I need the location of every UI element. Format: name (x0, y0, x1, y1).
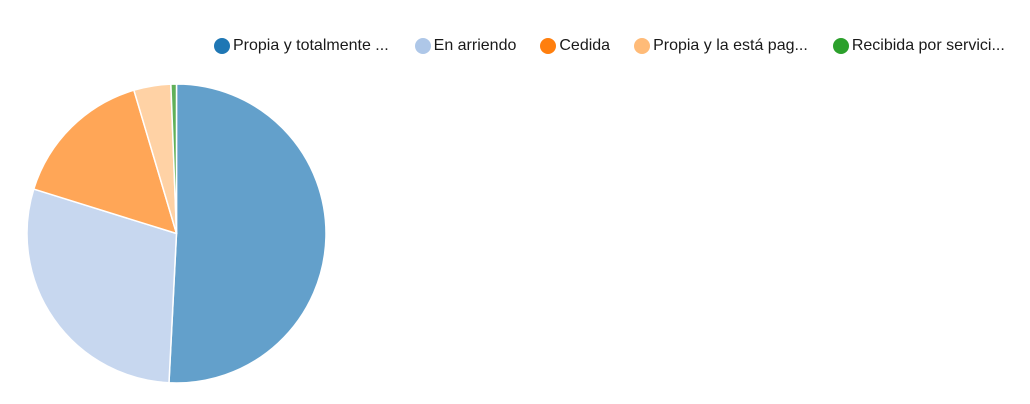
legend-label-propia-pagando: Propia y la está pag... (653, 37, 808, 54)
legend-item-cedida[interactable]: Cedida (540, 36, 610, 56)
pie-slice-propia-totalmente[interactable] (168, 83, 327, 384)
legend-item-recibida-servicio[interactable]: Recibida por servici... (832, 36, 1005, 56)
legend-label-cedida: Cedida (559, 37, 611, 54)
legend-label-propia-totalmente: Propia y totalmente ... (233, 37, 389, 54)
pie-slice-en-arriendo[interactable] (26, 188, 178, 384)
legend-label-en-arriendo: En arriendo (433, 37, 517, 54)
legend-swatch-propia-pagando (634, 38, 651, 54)
pie-slice-cedida[interactable] (32, 89, 178, 235)
chart-legend: Propia y totalmente ... En arriendo Cedi… (214, 36, 1005, 56)
legend-item-propia-totalmente[interactable]: Propia y totalmente ... (214, 36, 389, 56)
legend-item-propia-pagando[interactable]: Propia y la está pag... (634, 36, 808, 56)
legend-swatch-en-arriendo (414, 38, 431, 54)
pie-slice-recibida-servicio[interactable] (170, 83, 178, 235)
legend-swatch-propia-totalmente (214, 38, 230, 54)
legend-label-recibida-servicio: Recibida por servici... (851, 37, 1005, 54)
legend-swatch-cedida (540, 38, 557, 54)
legend-swatch-recibida-servicio (832, 38, 849, 54)
legend-item-en-arriendo[interactable]: En arriendo (414, 36, 517, 56)
